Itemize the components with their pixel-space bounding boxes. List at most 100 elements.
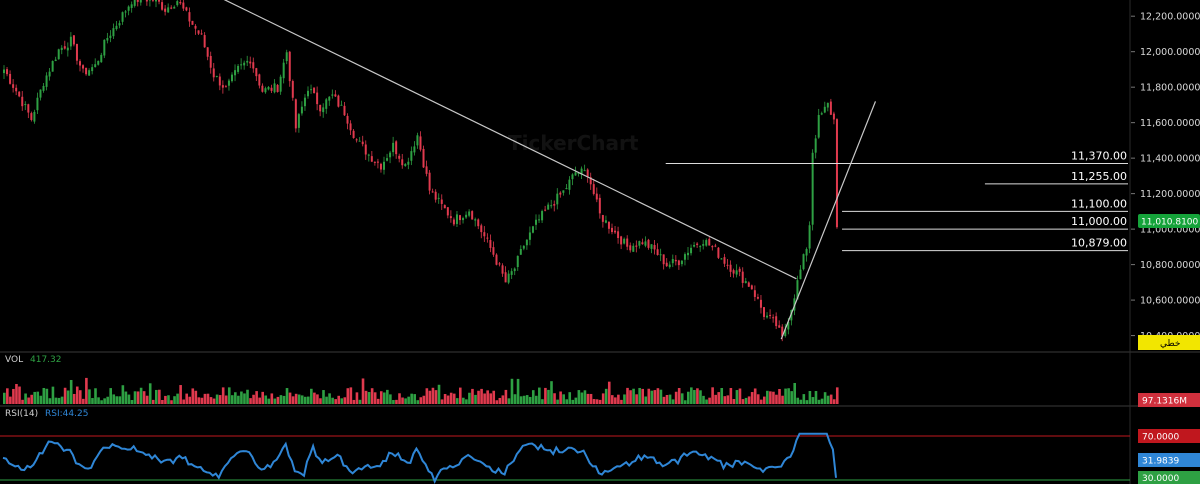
volume-bar xyxy=(683,400,687,404)
candle-body xyxy=(562,190,565,193)
trendline[interactable] xyxy=(222,0,797,280)
candle-body xyxy=(42,85,45,91)
volume-bar xyxy=(103,398,106,404)
volume-bar xyxy=(249,398,252,404)
candle-body xyxy=(668,264,671,268)
volume-bar xyxy=(358,399,362,404)
candle-body xyxy=(288,51,291,82)
volume-bar xyxy=(325,396,328,404)
volume-bar xyxy=(155,389,158,404)
horizontal-levels-layer[interactable]: 11,370.00 11,255.00 11,100.00 11,000.00 10,8… xyxy=(665,149,1128,252)
volume-bar xyxy=(118,396,122,404)
chart-mode-badge-bg[interactable] xyxy=(1138,335,1200,350)
volume-bar xyxy=(729,387,733,404)
volume-bar xyxy=(3,392,6,404)
candle-body xyxy=(264,88,267,93)
volume-bar xyxy=(379,391,383,404)
volume-bar xyxy=(671,399,675,404)
candle-body xyxy=(212,68,215,78)
candle-body xyxy=(434,191,437,200)
volume-bar xyxy=(361,378,365,404)
candle-body xyxy=(188,12,191,22)
volume-bar xyxy=(307,396,310,404)
volume-bar xyxy=(805,400,809,404)
candle-body xyxy=(525,239,528,246)
candle-body xyxy=(6,69,9,75)
candle-body xyxy=(519,249,522,255)
volume-bar xyxy=(60,396,64,404)
candle-body xyxy=(446,207,449,216)
candle-body xyxy=(72,35,75,45)
volume-bar xyxy=(279,395,283,404)
volume-bar xyxy=(27,397,30,404)
volume-bar xyxy=(693,390,696,404)
candle-body xyxy=(164,8,167,12)
volume-bar xyxy=(179,385,182,404)
volume-bar xyxy=(164,395,167,404)
chart-mode-badge[interactable]: خطي xyxy=(1138,335,1200,350)
candle-body xyxy=(559,192,562,195)
volume-bar xyxy=(763,396,766,404)
volume-bar xyxy=(565,399,568,404)
candle-body xyxy=(88,70,91,76)
candle-body xyxy=(151,0,154,1)
volume-bar xyxy=(592,399,596,404)
candle-body xyxy=(711,246,714,248)
volume-bar xyxy=(72,393,76,404)
volume-bar xyxy=(562,394,565,404)
volume-bar xyxy=(48,398,52,404)
volume-bar xyxy=(735,390,739,404)
volume-bar xyxy=(91,398,94,404)
volume-bar xyxy=(352,399,356,404)
volume-bar xyxy=(386,389,389,404)
candle-body xyxy=(237,65,240,72)
candle-body xyxy=(209,55,212,68)
candle-body xyxy=(614,230,617,233)
candles-layer[interactable] xyxy=(3,0,838,342)
volume-bar xyxy=(614,397,617,404)
candle-body xyxy=(404,164,407,166)
volume-bar xyxy=(66,390,70,404)
candle-body xyxy=(24,104,27,106)
volume-bar xyxy=(796,397,800,404)
volume-bar xyxy=(51,386,55,404)
candle-body xyxy=(294,99,297,129)
candle-body xyxy=(580,168,583,175)
volume-bar xyxy=(702,395,705,404)
volume-bar xyxy=(212,398,216,404)
volume-bar xyxy=(170,400,173,404)
chart-mode-label[interactable]: خطي xyxy=(1160,339,1180,349)
volume-bar xyxy=(243,393,246,404)
volume-bar xyxy=(121,385,125,404)
candle-body xyxy=(313,87,316,94)
candle-body xyxy=(571,174,574,180)
volume-bar xyxy=(142,391,146,404)
candle-body xyxy=(79,61,81,66)
trendlines-layer[interactable] xyxy=(222,0,877,340)
candle-body xyxy=(191,20,194,25)
candle-body xyxy=(720,258,723,260)
volume-bar xyxy=(270,393,274,404)
candle-body xyxy=(39,89,42,98)
volume-bar xyxy=(747,396,751,404)
volume-bar xyxy=(550,381,553,404)
candle-body xyxy=(276,84,279,92)
trendline[interactable] xyxy=(780,101,877,340)
candle-body xyxy=(486,237,489,239)
volume-bar xyxy=(577,390,581,404)
candle-body xyxy=(127,6,130,11)
volume-bar xyxy=(775,394,778,404)
volume-bar xyxy=(653,390,657,404)
volume-bar xyxy=(431,387,435,404)
candle-body xyxy=(501,265,504,274)
volume-bar xyxy=(531,390,535,404)
candle-body xyxy=(763,307,765,317)
volume-bar xyxy=(203,393,207,404)
volume-bar xyxy=(237,395,240,404)
volume-bar xyxy=(173,396,176,404)
candle-body xyxy=(413,146,416,153)
volume-bar xyxy=(109,388,112,404)
candle-body xyxy=(723,257,726,264)
